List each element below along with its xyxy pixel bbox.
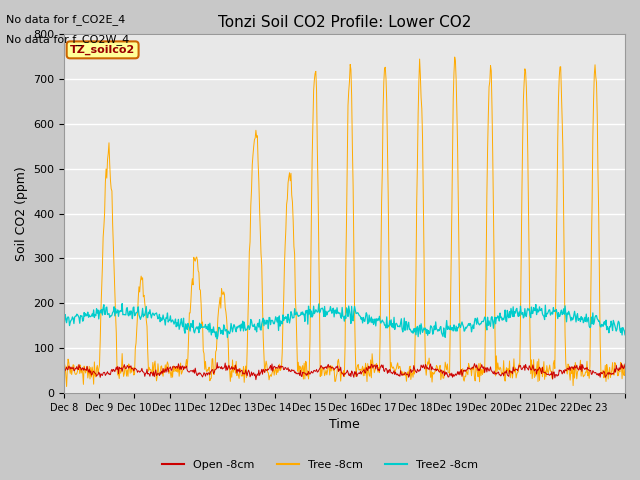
Open -8cm — [213, 360, 221, 365]
Open -8cm — [404, 371, 412, 377]
Tree -8cm — [230, 365, 238, 371]
Tree2 -8cm — [259, 318, 266, 324]
Tree2 -8cm — [621, 332, 629, 337]
Title: Tonzi Soil CO2 Profile: Lower CO2: Tonzi Soil CO2 Profile: Lower CO2 — [218, 15, 472, 30]
Legend: Open -8cm, Tree -8cm, Tree2 -8cm: Open -8cm, Tree -8cm, Tree2 -8cm — [157, 456, 483, 474]
Open -8cm — [435, 369, 443, 375]
Line: Tree2 -8cm: Tree2 -8cm — [65, 303, 625, 339]
Open -8cm — [230, 365, 238, 371]
Tree -8cm — [451, 54, 458, 60]
Tree2 -8cm — [435, 328, 443, 334]
Tree2 -8cm — [231, 324, 239, 329]
Tree -8cm — [127, 364, 135, 370]
Tree2 -8cm — [213, 336, 221, 342]
Tree -8cm — [403, 370, 411, 376]
Open -8cm — [252, 377, 260, 383]
Tree -8cm — [279, 318, 287, 324]
Text: No data for f_CO2E_4: No data for f_CO2E_4 — [6, 14, 125, 25]
Open -8cm — [126, 364, 134, 370]
Y-axis label: Soil CO2 (ppm): Soil CO2 (ppm) — [15, 166, 28, 261]
Line: Tree -8cm: Tree -8cm — [65, 57, 625, 386]
Tree -8cm — [435, 369, 442, 374]
Line: Open -8cm: Open -8cm — [65, 362, 625, 380]
Open -8cm — [280, 367, 287, 372]
X-axis label: Time: Time — [330, 419, 360, 432]
Open -8cm — [61, 367, 68, 372]
Tree2 -8cm — [61, 321, 68, 326]
Tree -8cm — [63, 384, 70, 389]
Tree2 -8cm — [280, 318, 287, 324]
Tree -8cm — [621, 362, 629, 368]
Tree2 -8cm — [404, 323, 412, 329]
Text: TZ_soilco2: TZ_soilco2 — [70, 45, 135, 55]
Text: No data for f_CO2W_4: No data for f_CO2W_4 — [6, 34, 130, 45]
Tree -8cm — [258, 263, 266, 268]
Tree -8cm — [61, 360, 68, 366]
Open -8cm — [259, 372, 266, 377]
Tree2 -8cm — [127, 308, 135, 314]
Tree2 -8cm — [118, 300, 126, 306]
Open -8cm — [621, 361, 629, 367]
